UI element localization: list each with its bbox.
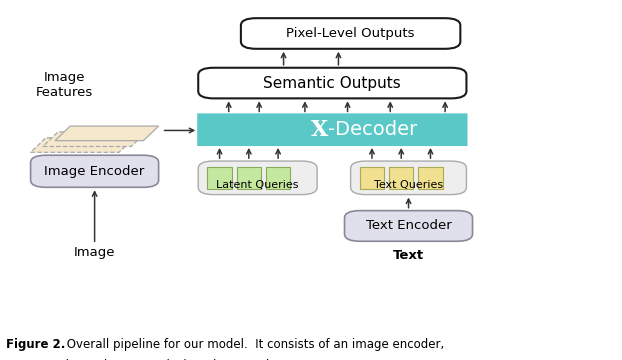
FancyBboxPatch shape [198, 68, 466, 98]
Text: Pixel-Level Outputs: Pixel-Level Outputs [286, 27, 415, 40]
Polygon shape [43, 132, 146, 147]
FancyBboxPatch shape [207, 167, 232, 189]
FancyBboxPatch shape [30, 155, 159, 187]
FancyBboxPatch shape [351, 161, 466, 195]
FancyBboxPatch shape [345, 211, 473, 241]
Text: -Decoder: -Decoder [328, 120, 417, 139]
FancyBboxPatch shape [198, 161, 317, 195]
FancyBboxPatch shape [266, 167, 290, 189]
FancyBboxPatch shape [418, 167, 443, 189]
FancyBboxPatch shape [198, 114, 466, 145]
Text: Image Encoder: Image Encoder [45, 165, 145, 178]
Text: Text Encoder: Text Encoder [366, 220, 452, 233]
FancyBboxPatch shape [236, 167, 261, 189]
Text: Image: Image [74, 246, 115, 260]
Polygon shape [55, 126, 159, 141]
Polygon shape [30, 138, 134, 152]
FancyBboxPatch shape [389, 167, 414, 189]
FancyBboxPatch shape [241, 18, 460, 49]
Text: text encoder and our own designed X-Decoder.: text encoder and our own designed X-Deco… [6, 359, 284, 360]
Text: Image
Features: Image Features [35, 71, 93, 99]
Text: Figure 2.: Figure 2. [6, 338, 65, 351]
Text: Text Queries: Text Queries [374, 180, 443, 190]
Text: Semantic Outputs: Semantic Outputs [264, 76, 401, 91]
Text: Latent Queries: Latent Queries [216, 180, 299, 190]
FancyBboxPatch shape [360, 167, 384, 189]
Text: Overall pipeline for our model.  It consists of an image encoder,: Overall pipeline for our model. It consi… [63, 338, 445, 351]
Text: Text: Text [393, 249, 424, 262]
Text: X: X [311, 119, 328, 141]
